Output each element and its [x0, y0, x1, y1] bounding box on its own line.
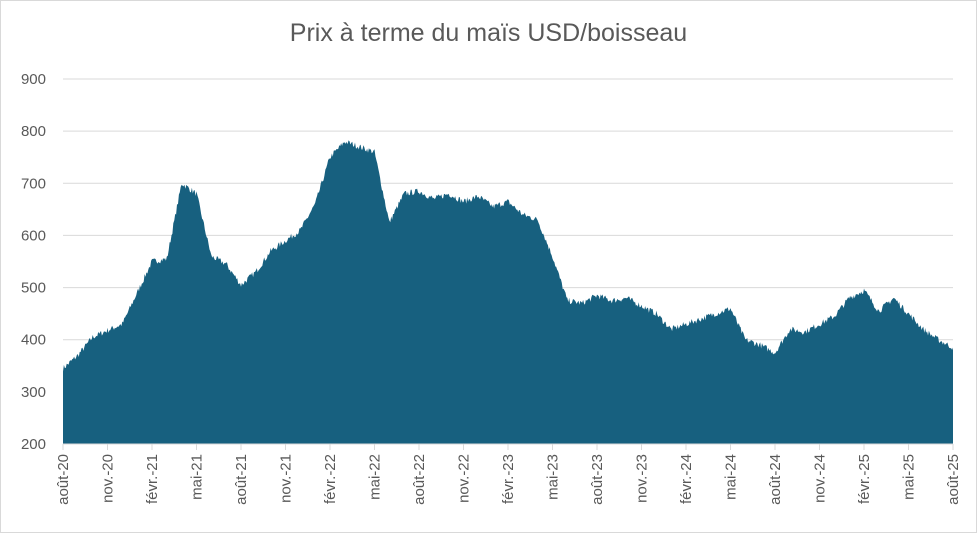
- x-tick-label: nov.-24: [812, 454, 829, 503]
- x-axis: août-20 nov.-20 févr.-21 mai-21 août-21 nov.-…: [55, 443, 962, 505]
- x-tick-label: mai-25: [901, 454, 918, 500]
- x-tick-label: févr.-23: [500, 454, 517, 504]
- y-tick-label: 700: [21, 175, 46, 192]
- y-tick-label: 200: [21, 436, 46, 453]
- x-tick-label: août-21: [233, 454, 250, 505]
- x-tick-label: août-25: [945, 454, 962, 505]
- y-axis: 200 300 400 500 600 700 800 900: [21, 71, 46, 453]
- x-tick-label: août-23: [589, 454, 606, 505]
- x-tick-label: mai-22: [367, 454, 384, 500]
- x-tick-label: nov.-22: [456, 454, 473, 503]
- x-tick-label: févr.-22: [322, 454, 339, 504]
- x-tick-label: nov.-23: [634, 454, 651, 503]
- x-tick-label: févr.-25: [856, 454, 873, 504]
- x-tick-label: août-22: [411, 454, 428, 505]
- y-tick-label: 600: [21, 227, 46, 244]
- x-tick-label: févr.-21: [144, 454, 161, 504]
- price-area-series: [63, 140, 953, 444]
- y-tick-label: 400: [21, 332, 46, 349]
- x-tick-label: nov.-21: [278, 454, 295, 503]
- chart-title: Prix à terme du maïs USD/boisseau: [289, 19, 688, 47]
- x-tick-label: août-20: [55, 454, 72, 505]
- x-tick-label: mai-23: [545, 454, 562, 500]
- x-tick-label: août-24: [767, 454, 784, 505]
- y-tick-label: 900: [21, 71, 46, 88]
- y-tick-label: 800: [21, 123, 46, 140]
- x-tick-label: févr.-24: [678, 454, 695, 504]
- y-tick-label: 500: [21, 280, 46, 297]
- x-tick-label: mai-24: [723, 454, 740, 500]
- x-tick-label: nov.-20: [100, 454, 117, 503]
- area-layer: [63, 140, 953, 444]
- x-tick-label: mai-21: [189, 454, 206, 500]
- y-tick-label: 300: [21, 384, 46, 401]
